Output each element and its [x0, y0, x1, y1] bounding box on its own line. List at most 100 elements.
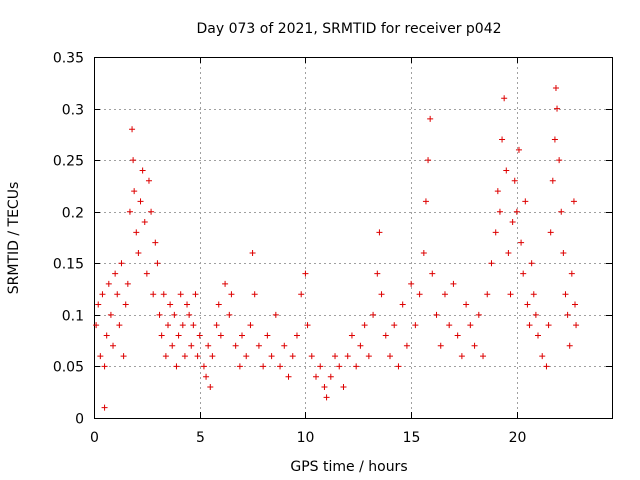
data-point-85 — [317, 363, 324, 370]
data-point-28 — [148, 208, 155, 215]
data-point-101 — [378, 291, 385, 298]
data-point-30 — [152, 239, 159, 246]
data-point-73 — [268, 353, 275, 360]
data-point-79 — [293, 332, 300, 339]
data-point-89 — [332, 353, 339, 360]
data-point-37 — [167, 301, 174, 308]
data-point-99 — [374, 270, 381, 277]
data-point-29 — [150, 291, 157, 298]
data-point-36 — [165, 322, 171, 329]
data-point-113 — [425, 157, 432, 164]
data-point-13 — [118, 260, 125, 267]
data-point-10 — [112, 270, 119, 277]
data-point-15 — [122, 301, 129, 308]
y-tick-label-4: 0.2 — [62, 206, 84, 222]
data-point-114 — [427, 115, 434, 122]
data-point-144 — [522, 198, 529, 205]
y-axis-label: SRMTID / TECUs — [6, 182, 22, 295]
data-point-121 — [454, 332, 461, 339]
data-point-109 — [412, 322, 419, 329]
data-point-83 — [308, 353, 315, 360]
data-point-92 — [344, 353, 351, 360]
data-point-103 — [387, 353, 393, 360]
data-point-106 — [399, 301, 406, 308]
data-points — [93, 84, 580, 411]
data-point-90 — [336, 363, 343, 370]
data-point-138 — [509, 219, 516, 226]
data-point-152 — [543, 363, 550, 370]
data-point-70 — [255, 342, 262, 349]
y-tick-label-7: 0.35 — [53, 51, 84, 67]
data-point-51 — [196, 332, 203, 339]
data-point-150 — [535, 332, 541, 339]
data-point-68 — [249, 249, 256, 256]
data-point-60 — [222, 280, 229, 287]
data-point-82 — [304, 322, 311, 329]
data-point-129 — [488, 260, 495, 267]
data-point-58 — [215, 301, 222, 308]
data-point-146 — [526, 322, 533, 329]
data-point-21 — [133, 229, 140, 236]
data-point-67 — [247, 322, 254, 329]
data-point-56 — [209, 353, 216, 360]
data-point-31 — [154, 260, 161, 267]
data-point-24 — [139, 167, 146, 174]
data-point-54 — [205, 342, 212, 349]
data-point-105 — [395, 363, 402, 370]
data-point-107 — [403, 342, 410, 349]
data-point-25 — [141, 219, 148, 226]
data-point-108 — [408, 280, 415, 287]
data-point-44 — [181, 353, 188, 360]
data-point-5 — [101, 404, 108, 411]
data-point-9 — [110, 342, 117, 349]
data-point-142 — [518, 239, 525, 246]
data-point-125 — [471, 342, 478, 349]
data-point-17 — [126, 208, 133, 215]
data-point-71 — [260, 363, 267, 370]
data-point-20 — [131, 188, 138, 195]
data-point-145 — [524, 301, 531, 308]
data-point-162 — [562, 291, 569, 298]
data-point-102 — [382, 332, 389, 339]
data-point-40 — [173, 363, 180, 370]
data-point-91 — [340, 384, 347, 391]
data-point-87 — [323, 394, 330, 401]
data-point-154 — [547, 229, 554, 236]
data-point-110 — [416, 291, 423, 298]
data-point-6 — [103, 332, 110, 339]
data-point-98 — [370, 311, 377, 318]
data-point-18 — [129, 126, 136, 133]
axis-ticks: 0 5 10 15 20 0 0.05 0.1 0.15 0.2 0.25 0.3 0.35 — [53, 51, 612, 446]
chart-title: Day 073 of 2021, SRMTID for receiver p04… — [196, 21, 501, 37]
data-point-161 — [560, 249, 567, 256]
data-point-112 — [422, 198, 429, 205]
data-point-141 — [515, 146, 522, 153]
data-point-39 — [171, 311, 178, 318]
data-point-69 — [251, 291, 258, 298]
data-point-155 — [549, 177, 556, 184]
data-point-8 — [107, 311, 114, 318]
data-point-151 — [539, 353, 546, 360]
data-point-97 — [365, 353, 372, 360]
data-point-47 — [188, 342, 195, 349]
data-point-86 — [321, 384, 328, 391]
y-tick-label-1: 0.05 — [53, 360, 84, 376]
data-point-42 — [177, 291, 184, 298]
data-point-166 — [570, 198, 577, 205]
data-point-111 — [420, 249, 427, 256]
data-point-34 — [160, 291, 167, 298]
data-point-167 — [572, 301, 578, 308]
data-point-133 — [499, 136, 506, 143]
data-point-94 — [353, 363, 360, 370]
data-point-43 — [179, 322, 186, 329]
data-point-14 — [120, 353, 127, 360]
x-tick-label-0: 0 — [90, 430, 99, 446]
data-point-153 — [545, 322, 552, 329]
data-point-16 — [124, 280, 131, 287]
x-axis-label: GPS time / hours — [290, 459, 407, 475]
data-point-148 — [530, 291, 537, 298]
data-point-49 — [192, 291, 199, 298]
data-point-100 — [376, 229, 383, 236]
data-point-23 — [137, 198, 144, 205]
